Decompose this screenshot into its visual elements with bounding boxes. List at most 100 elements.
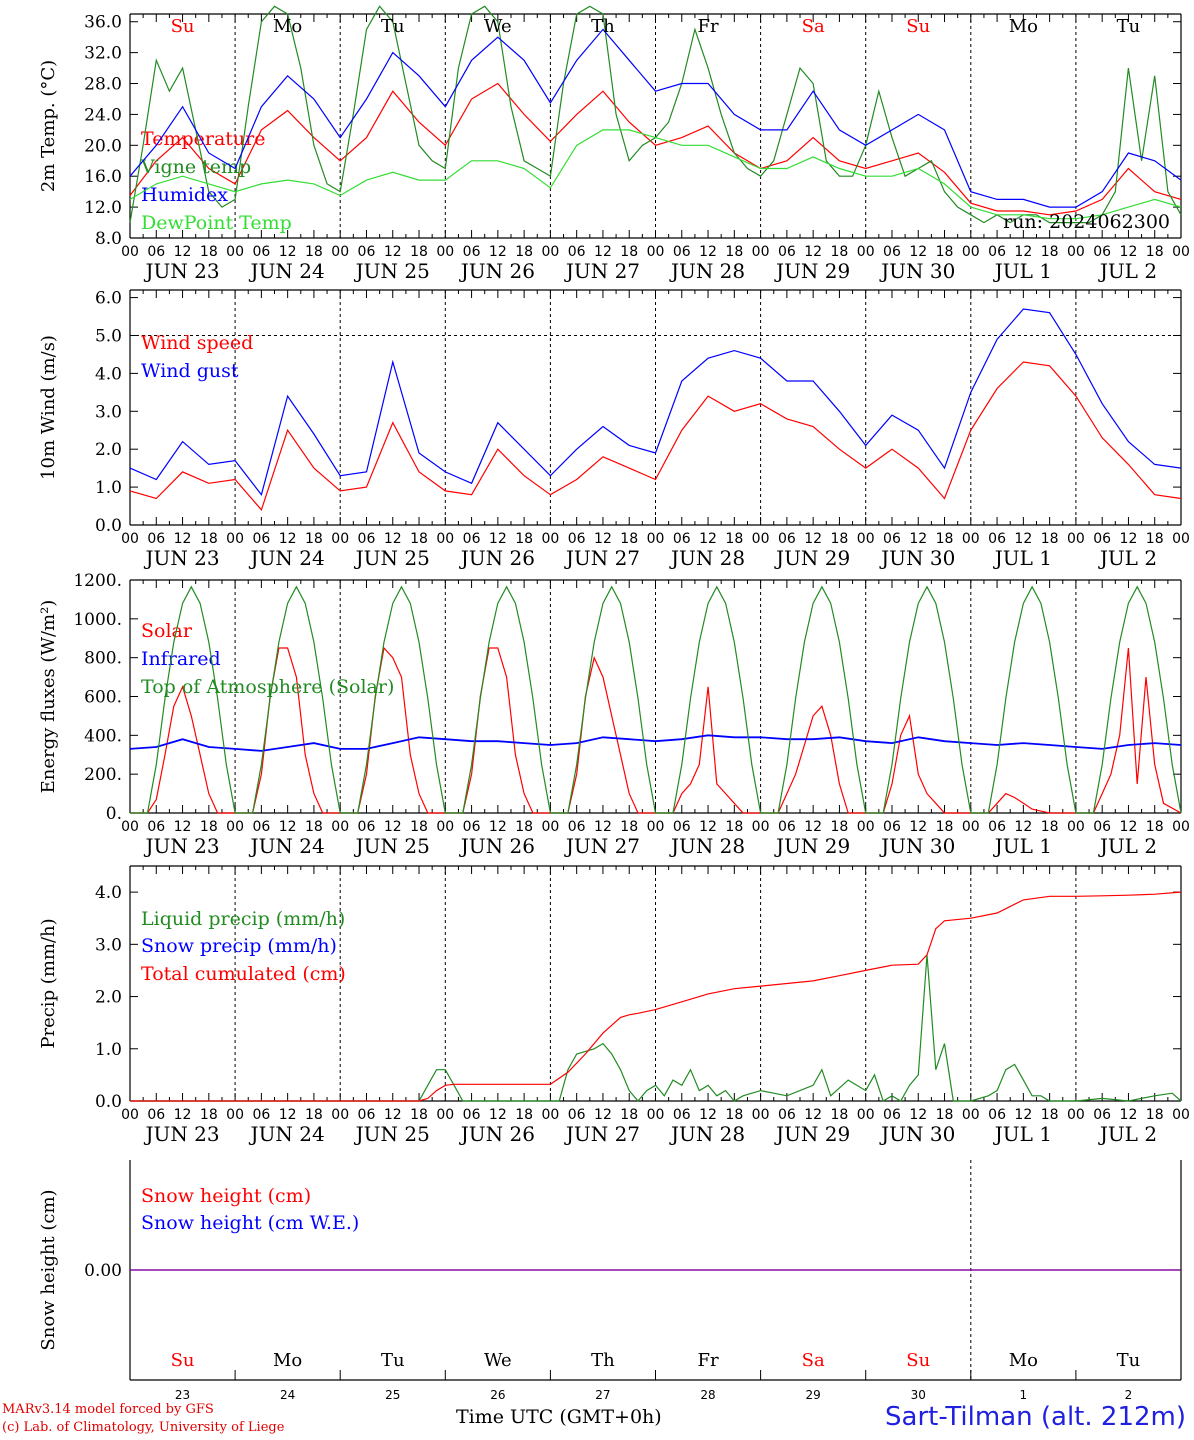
hour-label: 06 bbox=[252, 244, 270, 260]
hour-label: 12 bbox=[594, 819, 612, 835]
hour-label: 00 bbox=[331, 531, 349, 547]
hour-label: 18 bbox=[831, 531, 849, 547]
hour-label: 12 bbox=[489, 819, 507, 835]
hour-label: 18 bbox=[305, 531, 323, 547]
hour-label: 00 bbox=[1172, 819, 1190, 835]
hour-label: 06 bbox=[1093, 531, 1111, 547]
hour-label: 06 bbox=[988, 244, 1006, 260]
day-name: Th bbox=[591, 16, 615, 37]
date-label: JUL 2 bbox=[1098, 834, 1157, 858]
hour-label: 18 bbox=[200, 1107, 218, 1123]
hour-label: 00 bbox=[121, 1107, 139, 1123]
hour-label: 06 bbox=[778, 1107, 796, 1123]
legend-entry: DewPoint Temp bbox=[141, 212, 292, 234]
legend-entry: Wind gust bbox=[141, 360, 239, 382]
day-number: 2 bbox=[1125, 1388, 1133, 1402]
y-tick-label: 3.0 bbox=[95, 935, 122, 955]
y-tick-label: 3.0 bbox=[95, 402, 122, 422]
hour-label: 18 bbox=[831, 819, 849, 835]
panel-5: Su 23 Mo 24 Tu 25 We 26 Th 27 Fr 28 Sa 29 Su 30 Mo 1 Tu 2 0.… bbox=[38, 1160, 1182, 1402]
date-label: JUL 2 bbox=[1098, 1122, 1157, 1146]
hour-label: 06 bbox=[1093, 1107, 1111, 1123]
hour-label: 12 bbox=[699, 244, 717, 260]
date-label: JUN 23 bbox=[143, 834, 219, 858]
hour-label: 18 bbox=[1146, 1107, 1164, 1123]
hour-label: 18 bbox=[410, 1107, 428, 1123]
y-tick-label: 20.0 bbox=[84, 136, 122, 156]
date-label: JUN 27 bbox=[564, 834, 640, 858]
y-tick-label: 800. bbox=[84, 649, 122, 669]
hour-label: 00 bbox=[1172, 1107, 1190, 1123]
day-number: 29 bbox=[806, 1388, 821, 1402]
hour-label: 18 bbox=[410, 244, 428, 260]
hour-label: 00 bbox=[436, 819, 454, 835]
hour-label: 06 bbox=[358, 531, 376, 547]
hour-label: 18 bbox=[200, 819, 218, 835]
y-tick-label: 5.0 bbox=[95, 326, 122, 346]
hour-label: 06 bbox=[883, 244, 901, 260]
hour-label: 06 bbox=[358, 1107, 376, 1123]
date-label: JUL 2 bbox=[1098, 546, 1157, 570]
y-tick-label: 1.0 bbox=[95, 478, 122, 498]
hour-label: 06 bbox=[252, 819, 270, 835]
hour-label: 00 bbox=[541, 1107, 559, 1123]
hour-label: 18 bbox=[936, 244, 954, 260]
hour-label: 12 bbox=[804, 1107, 822, 1123]
date-label: JUN 25 bbox=[354, 259, 430, 283]
legend-entry: Snow height (cm W.E.) bbox=[141, 1212, 359, 1234]
date-label: JUL 1 bbox=[993, 546, 1052, 570]
date-label: JUN 26 bbox=[459, 546, 535, 570]
hour-label: 12 bbox=[699, 1107, 717, 1123]
hour-label: 06 bbox=[778, 531, 796, 547]
hour-label: 18 bbox=[1041, 819, 1059, 835]
day-name: Su bbox=[171, 1350, 195, 1371]
hour-label: 00 bbox=[857, 1107, 875, 1123]
hour-label: 00 bbox=[1067, 819, 1085, 835]
hour-label: 00 bbox=[962, 244, 980, 260]
hour-label: 12 bbox=[1014, 819, 1032, 835]
legend-entry: Top of Atmosphere (Solar) bbox=[141, 676, 394, 698]
day-name: Th bbox=[591, 1350, 615, 1371]
day-name: Mo bbox=[1009, 16, 1038, 37]
hour-label: 18 bbox=[831, 244, 849, 260]
hour-label: 00 bbox=[121, 531, 139, 547]
hour-label: 12 bbox=[279, 819, 297, 835]
series-line-4-1 bbox=[130, 954, 1182, 1102]
hour-label: 06 bbox=[883, 531, 901, 547]
hour-label: 06 bbox=[147, 819, 165, 835]
hour-label: 00 bbox=[121, 244, 139, 260]
date-label: JUN 30 bbox=[879, 834, 955, 858]
y-tick-label: 1200. bbox=[73, 571, 122, 591]
hour-label: 00 bbox=[857, 819, 875, 835]
date-label: JUN 29 bbox=[774, 834, 850, 858]
y-tick-label: 1.0 bbox=[95, 1040, 122, 1060]
y-tick-label: 8.0 bbox=[95, 229, 122, 249]
hour-label: 18 bbox=[1146, 244, 1164, 260]
hour-label: 18 bbox=[305, 819, 323, 835]
hour-label: 18 bbox=[725, 1107, 743, 1123]
date-label: JUN 23 bbox=[143, 259, 219, 283]
hour-label: 12 bbox=[804, 244, 822, 260]
y-tick-label: 0.00 bbox=[84, 1261, 122, 1281]
date-label: JUN 29 bbox=[774, 546, 850, 570]
hour-label: 18 bbox=[410, 819, 428, 835]
hour-label: 18 bbox=[515, 244, 533, 260]
date-label: JUN 28 bbox=[669, 259, 745, 283]
hour-label: 18 bbox=[1146, 819, 1164, 835]
y-tick-label: 0. bbox=[106, 804, 122, 824]
legend-entry: Infrared bbox=[141, 648, 221, 670]
hour-label: 00 bbox=[752, 244, 770, 260]
y-tick-label: 2.0 bbox=[95, 440, 122, 460]
hour-label: 12 bbox=[489, 1107, 507, 1123]
hour-label: 00 bbox=[1172, 531, 1190, 547]
y-tick-label: 4.0 bbox=[95, 364, 122, 384]
run-annotation: run: 2024062300 bbox=[1003, 211, 1170, 233]
day-name: Fr bbox=[698, 16, 719, 37]
day-number: 30 bbox=[911, 1388, 926, 1402]
y-tick-label: 28.0 bbox=[84, 75, 122, 95]
hour-label: 18 bbox=[725, 244, 743, 260]
day-name: We bbox=[484, 1350, 512, 1371]
hour-label: 12 bbox=[1120, 244, 1138, 260]
